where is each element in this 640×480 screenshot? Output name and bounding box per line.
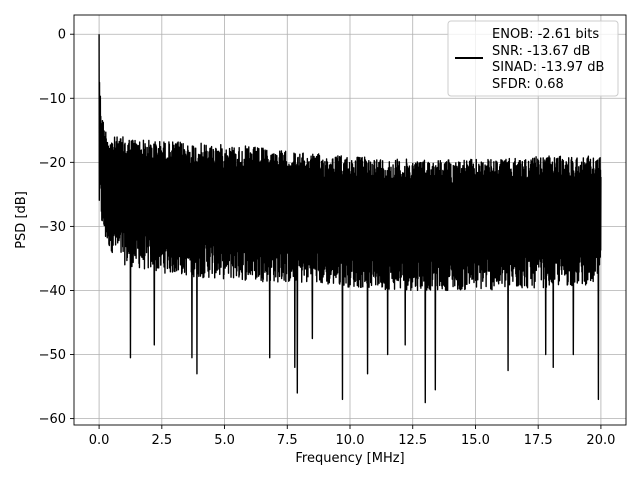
- x-axis-ticks: 0.0 2.5 5.0 7.5 10.0 12.5 15.0 17.5 20.0: [89, 425, 615, 448]
- y-tick-label: −10: [39, 92, 66, 107]
- x-tick-label: 5.0: [214, 433, 235, 448]
- x-tick-label: 10.0: [336, 433, 365, 448]
- y-tick-label: −40: [39, 284, 66, 299]
- x-tick-label: 2.5: [151, 433, 172, 448]
- y-tick-label: −30: [39, 220, 66, 235]
- x-tick-label: 7.5: [277, 433, 298, 448]
- legend: ENOB: -2.61 bits SNR: -13.67 dB SINAD: -…: [447, 20, 619, 97]
- x-tick-label: 15.0: [461, 433, 490, 448]
- series-layer: [98, 34, 602, 404]
- y-axis-label: PSD [dB]: [14, 191, 29, 249]
- legend-box: [447, 20, 619, 97]
- psd-series-line: [98, 34, 602, 404]
- y-tick-label: 0: [58, 28, 66, 43]
- x-tick-label: 12.5: [398, 433, 427, 448]
- x-tick-label: 0.0: [89, 433, 110, 448]
- y-tick-label: −50: [39, 348, 66, 363]
- y-tick-label: −20: [39, 156, 66, 171]
- legend-line-snr: SNR: -13.67 dB: [492, 44, 590, 59]
- legend-line-sfdr: SFDR: 0.68: [492, 77, 564, 92]
- x-tick-label: 20.0: [586, 433, 615, 448]
- x-tick-label: 17.5: [524, 433, 553, 448]
- y-axis-ticks: 0 −10 −20 −30 −40 −50 −60: [39, 28, 74, 427]
- x-axis-label: Frequency [MHz]: [295, 451, 404, 466]
- legend-line-enob: ENOB: -2.61 bits: [492, 27, 599, 42]
- y-tick-label: −60: [39, 412, 66, 427]
- legend-line-sinad: SINAD: -13.97 dB: [492, 60, 604, 75]
